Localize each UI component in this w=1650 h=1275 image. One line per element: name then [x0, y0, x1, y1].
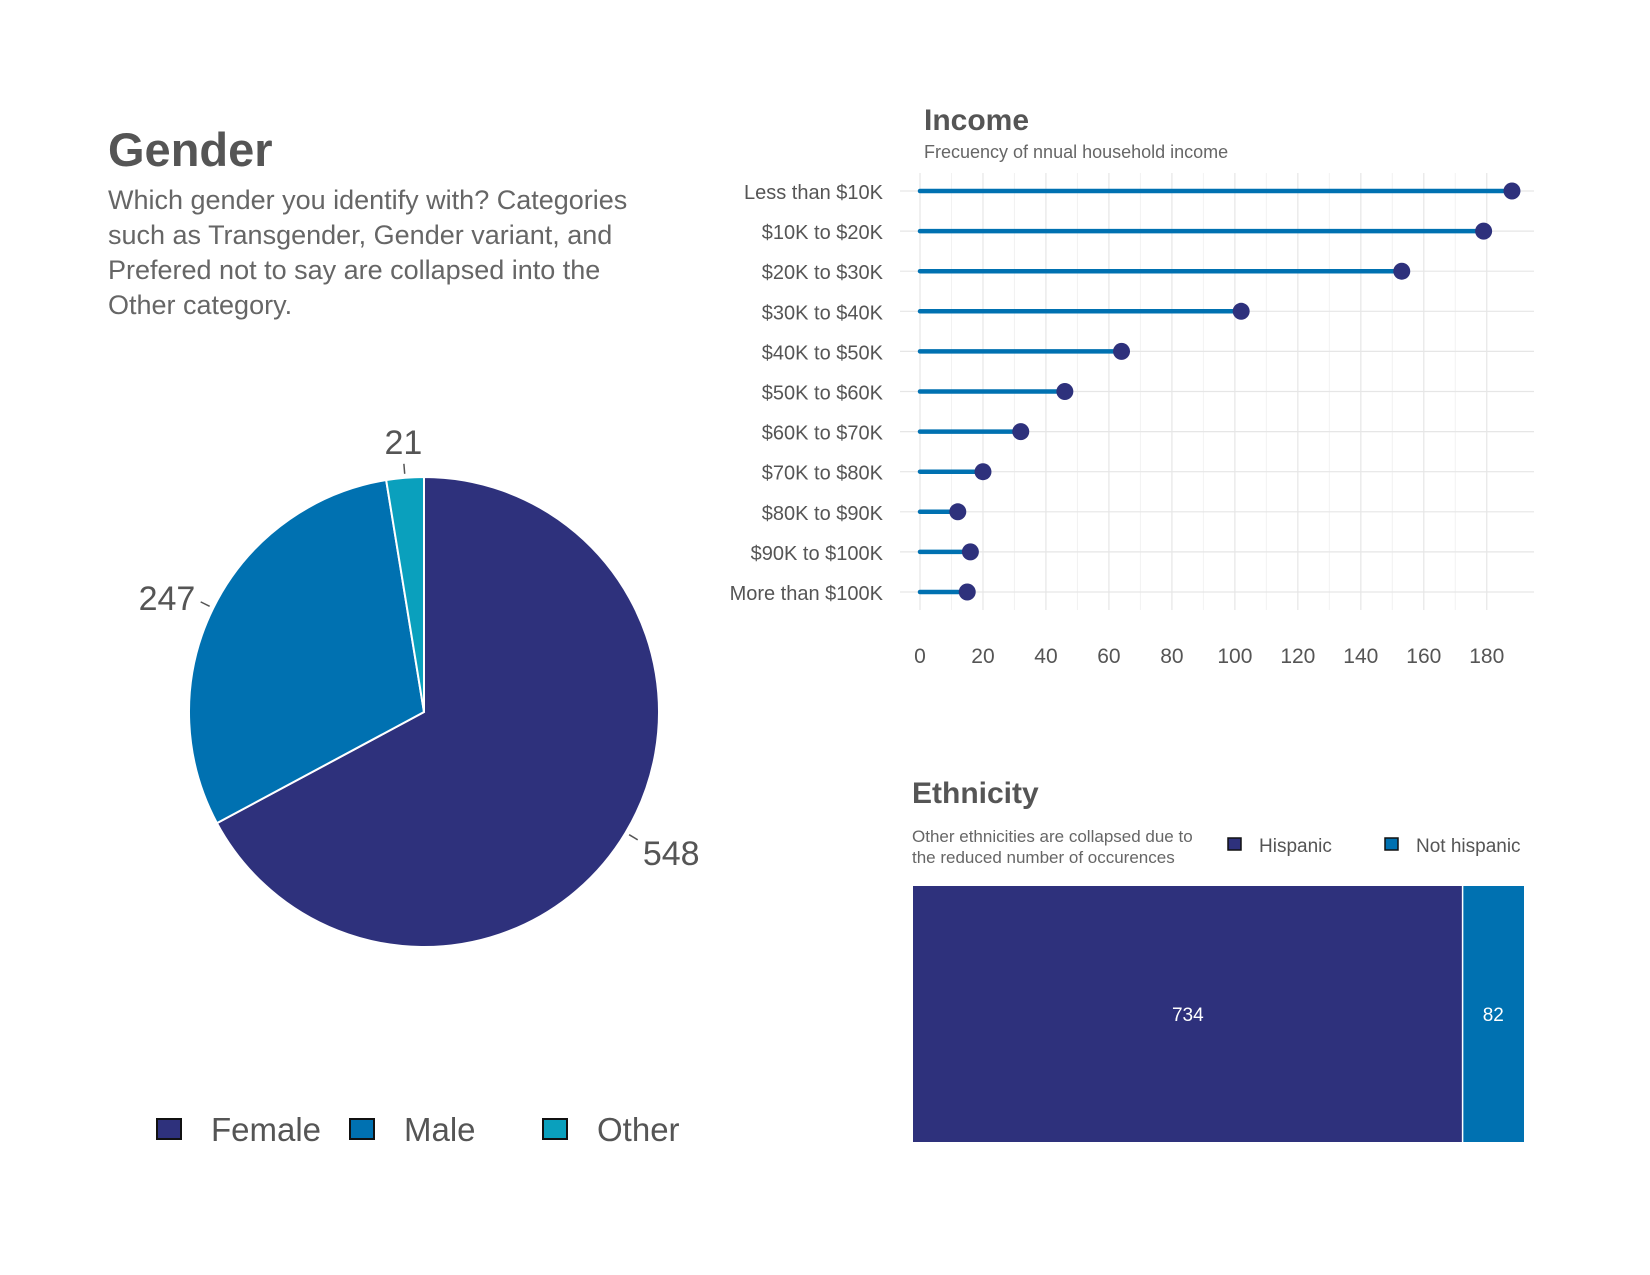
pie-slice-other — [385, 475, 425, 713]
pie-slice-male — [188, 478, 426, 825]
income-x-tick-label: 60 — [1097, 645, 1120, 668]
income-point-70k-to-80k — [974, 463, 992, 481]
ethnicity-bar-hispanic — [913, 886, 1463, 1142]
legend-swatch-other — [542, 1118, 568, 1140]
income-y-tick-label: $40K to $50K — [762, 342, 884, 364]
income-chart-title: Income — [924, 104, 1030, 137]
income-x-tick-label: 160 — [1406, 645, 1441, 668]
legend-swatch-female — [156, 1118, 182, 1140]
income-x-tick-label: 40 — [1034, 645, 1057, 668]
ethnicity-legend: Hispanic Not hispanic — [1227, 836, 1521, 857]
pie-label-leader — [200, 601, 210, 607]
income-x-tick-label: 20 — [971, 645, 994, 668]
income-y-tick-label: $70K to $80K — [762, 463, 884, 485]
income-x-tick-label: 80 — [1160, 645, 1183, 668]
pie-data-label: 548 — [643, 835, 700, 873]
income-point-more-than-100k — [958, 583, 976, 601]
legend-label-hispanic: Hispanic — [1259, 836, 1332, 857]
ethnicity-chart-title: Ethnicity — [912, 777, 1039, 810]
income-y-tick-label: $20K to $30K — [762, 262, 884, 284]
income-point-80k-to-90k — [949, 503, 967, 521]
income-x-tick-label: 180 — [1469, 645, 1504, 668]
gender-chart-subtitle: Which gender you identify with? Categori… — [108, 185, 628, 320]
income-point-90k-to-100k — [961, 543, 979, 561]
legend-label-not-hispanic: Not hispanic — [1416, 836, 1521, 857]
income-y-tick-label: $90K to $100K — [751, 543, 884, 565]
ethnicity-stacked-bar-chart: 734 82 — [913, 886, 1524, 1142]
income-y-tick-label: $30K to $40K — [762, 302, 884, 324]
income-y-tick-label: Less than $10K — [744, 182, 884, 204]
income-point-20k-to-30k — [1393, 262, 1411, 280]
income-y-tick-label: $80K to $90K — [762, 503, 884, 525]
pie-label-leader — [403, 463, 406, 474]
ethnicity-data-label: 734 — [1172, 1005, 1204, 1026]
income-y-tick-label: More than $100K — [730, 583, 884, 605]
ethnicity-data-label: 82 — [1483, 1005, 1504, 1026]
ethnicity-bar-not-hispanic — [1462, 886, 1524, 1142]
legend-swatch-male — [349, 1118, 375, 1140]
income-chart-subtitle: Frecuency of nnual household income — [924, 142, 1229, 162]
legend-label-female: Female — [211, 1111, 321, 1148]
pie-data-label: 21 — [384, 424, 422, 462]
legend-swatch-not-hispanic — [1384, 837, 1399, 851]
income-y-tick-label: $60K to $70K — [762, 423, 884, 445]
income-y-tick-label: $50K to $60K — [762, 383, 884, 405]
income-x-tick-label: 140 — [1343, 645, 1378, 668]
income-point-60k-to-70k — [1012, 423, 1030, 441]
gender-chart-title: Gender — [108, 123, 273, 176]
income-x-tick-label: 100 — [1217, 645, 1252, 668]
ethnicity-chart-subtitle: Other ethnicities are collapsed due to t… — [912, 827, 1193, 867]
pie-slice-female — [215, 475, 660, 948]
income-lollipop-chart: 0 20 40 60 80 100 120 140 160 180 Less than $10K $1… — [730, 173, 1534, 668]
pie-label-leader — [628, 834, 639, 841]
legend-label-other: Other — [597, 1111, 680, 1148]
pie-data-label: 247 — [139, 580, 196, 618]
income-point-40k-to-50k — [1113, 342, 1131, 360]
legend-swatch-hispanic — [1227, 837, 1242, 851]
income-x-tick-label: 0 — [914, 645, 926, 668]
income-x-tick-label: 120 — [1280, 645, 1315, 668]
gender-legend: Female Male Other — [156, 1111, 680, 1148]
gender-pie-chart: 548 247 21 — [139, 424, 700, 948]
income-point-50k-to-60k — [1056, 383, 1074, 400]
income-point-less-than-10k — [1503, 182, 1521, 200]
income-y-tick-label: $10K to $20K — [762, 222, 884, 244]
income-point-10k-to-20k — [1475, 222, 1493, 240]
legend-label-male: Male — [404, 1111, 476, 1148]
income-point-30k-to-40k — [1232, 302, 1250, 320]
